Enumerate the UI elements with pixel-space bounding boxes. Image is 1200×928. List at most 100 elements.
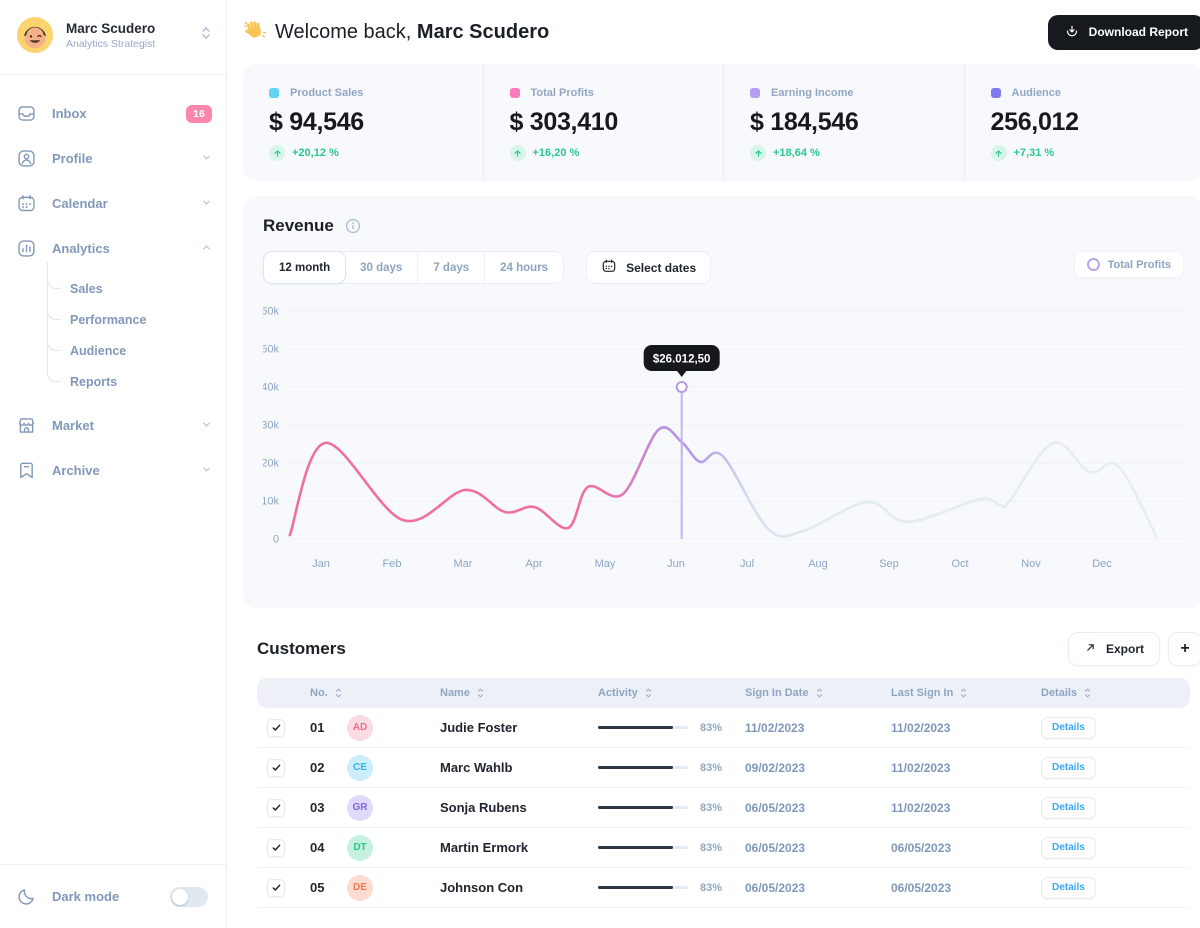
revenue-line-chart[interactable]: 0 10k 20k 30k 40k 50k 60k Jan Feb Mar Apr May Jun Jul… bbox=[261, 300, 1184, 585]
sign-in-date: 09/02/2023 bbox=[745, 760, 806, 775]
sidebar-item-analytics[interactable]: Analytics bbox=[16, 226, 212, 271]
table-body: 01 AD Judie Foster 83% 11/02/2023 11/02/… bbox=[257, 708, 1190, 908]
sidebar-nav: Inbox 16 Profile bbox=[0, 83, 226, 493]
sidebar-item-market[interactable]: Market bbox=[16, 403, 212, 448]
column-header-last-sign-in[interactable]: Last Sign In bbox=[889, 687, 1039, 699]
tab-24-hours[interactable]: 24 hours bbox=[500, 261, 549, 274]
stat-label: Total Profits bbox=[530, 87, 594, 99]
details-button[interactable]: Details bbox=[1041, 756, 1096, 779]
wave-icon bbox=[243, 18, 267, 47]
row-checkbox[interactable] bbox=[267, 718, 285, 737]
download-report-button[interactable]: Download Report bbox=[1047, 14, 1200, 50]
last-sign-in-date: 11/02/2023 bbox=[891, 720, 951, 735]
row-avatar: DE bbox=[347, 874, 373, 901]
inbox-badge: 16 bbox=[186, 104, 212, 123]
sidebar-item-archive[interactable]: Archive bbox=[16, 448, 212, 493]
tab-30-days[interactable]: 30 days bbox=[345, 252, 419, 283]
stat-dot bbox=[990, 88, 1001, 98]
row-checkbox[interactable] bbox=[267, 798, 285, 817]
row-name: Sonja Rubens bbox=[440, 800, 527, 815]
sidebar-item-reports[interactable]: Reports bbox=[47, 355, 212, 397]
tab-12-month[interactable]: 12 month bbox=[263, 251, 347, 284]
svg-text:Nov: Nov bbox=[1021, 558, 1041, 570]
table-row: 05 DE Johnson Con 83% 06/05/2023 06/05/2… bbox=[257, 868, 1190, 908]
column-header-no[interactable]: No. bbox=[301, 687, 347, 699]
last-sign-in-date: 11/02/2023 bbox=[891, 760, 951, 775]
profile-role: Analytics Strategist bbox=[66, 37, 156, 50]
export-button[interactable]: Export bbox=[1067, 632, 1160, 666]
table-row: 02 CE Marc Wahlb 83% 09/02/2023 11/02/20… bbox=[257, 748, 1190, 788]
divider bbox=[0, 74, 226, 75]
activity-percent: 83% bbox=[700, 761, 723, 774]
sort-icon bbox=[1083, 687, 1092, 699]
table-row: 03 GR Sonja Rubens 83% 06/05/2023 11/02/… bbox=[257, 788, 1190, 828]
sidebar-item-profile[interactable]: Profile bbox=[16, 136, 212, 181]
stat-dot bbox=[269, 88, 279, 98]
add-customer-button[interactable]: + bbox=[1168, 632, 1200, 666]
profile-card[interactable]: Marc Scudero Analytics Strategist bbox=[0, 0, 226, 68]
row-number: 04 bbox=[310, 840, 325, 855]
svg-text:Jul: Jul bbox=[740, 558, 754, 570]
column-header-sign-in-date[interactable]: Sign In Date bbox=[743, 687, 889, 699]
calendar-icon bbox=[601, 258, 617, 277]
details-button[interactable]: Details bbox=[1041, 716, 1096, 739]
sidebar-item-inbox[interactable]: Inbox 16 bbox=[16, 91, 212, 136]
arrow-up-icon bbox=[509, 145, 526, 161]
revenue-card: Revenue 12 month 30 days 7 days 24 hours bbox=[243, 196, 1200, 608]
row-avatar: GR bbox=[347, 794, 373, 821]
column-header-details[interactable]: Details bbox=[1039, 687, 1190, 699]
topbar: Welcome back, Marc Scudero Download Repo… bbox=[243, 0, 1200, 64]
row-name: Johnson Con bbox=[440, 880, 524, 895]
row-checkbox[interactable] bbox=[267, 878, 285, 897]
profile-name: Marc Scudero bbox=[66, 20, 156, 36]
analytics-subnav: Sales Performance Audience Reports bbox=[47, 262, 212, 397]
info-icon[interactable] bbox=[344, 217, 362, 235]
tab-7-days[interactable]: 7 days bbox=[418, 252, 486, 283]
svg-text:20k: 20k bbox=[263, 458, 279, 470]
row-number: 01 bbox=[310, 720, 325, 735]
last-sign-in-date: 06/05/2023 bbox=[891, 880, 952, 895]
chevron-up-icon bbox=[201, 240, 212, 258]
select-dates-button[interactable]: Select dates bbox=[586, 251, 712, 284]
stat-audience: Audience 256,012 +7,31 % bbox=[963, 64, 1200, 181]
row-checkbox[interactable] bbox=[267, 838, 285, 857]
chart-tooltip: $26.012,50 bbox=[643, 345, 720, 377]
details-button[interactable]: Details bbox=[1041, 876, 1096, 899]
download-icon bbox=[1064, 23, 1080, 42]
legend-total-profits[interactable]: Total Profits bbox=[1073, 251, 1184, 278]
activity-percent: 83% bbox=[700, 801, 723, 814]
column-header-activity[interactable]: Activity bbox=[589, 687, 743, 699]
sidebar-item-audience[interactable]: Audience bbox=[47, 324, 212, 370]
row-checkbox[interactable] bbox=[267, 758, 285, 777]
page-title: Welcome back, Marc Scudero bbox=[243, 18, 549, 47]
details-button[interactable]: Details bbox=[1041, 796, 1096, 819]
chevron-down-icon bbox=[201, 417, 212, 435]
activity-bar bbox=[598, 766, 688, 769]
row-name: Judie Foster bbox=[440, 720, 518, 735]
profile-expander-icon[interactable] bbox=[200, 25, 212, 46]
sort-icon bbox=[644, 687, 653, 699]
dark-mode-toggle[interactable] bbox=[170, 886, 208, 907]
activity-bar bbox=[598, 846, 688, 849]
sidebar-item-performance[interactable]: Performance bbox=[47, 293, 212, 339]
customers-section: Customers Export + No. Name bbox=[243, 618, 1200, 908]
svg-text:Oct: Oct bbox=[951, 558, 968, 570]
profile-icon bbox=[16, 148, 37, 169]
svg-text:$26.012,50: $26.012,50 bbox=[653, 354, 711, 366]
row-number: 03 bbox=[310, 800, 325, 815]
column-header-name[interactable]: Name bbox=[433, 687, 589, 699]
sort-icon bbox=[334, 687, 343, 699]
sidebar-item-label: Calendar bbox=[52, 196, 108, 211]
arrow-up-icon bbox=[750, 145, 766, 161]
svg-text:30k: 30k bbox=[263, 420, 279, 432]
row-avatar: AD bbox=[347, 714, 373, 741]
sidebar-item-sales[interactable]: Sales bbox=[47, 262, 212, 308]
details-button[interactable]: Details bbox=[1041, 836, 1096, 859]
row-name: Martin Ermork bbox=[440, 840, 529, 855]
svg-text:Jun: Jun bbox=[667, 558, 685, 570]
svg-text:Mar: Mar bbox=[454, 558, 473, 570]
sign-in-date: 11/02/2023 bbox=[745, 720, 805, 735]
sidebar-item-calendar[interactable]: Calendar bbox=[16, 181, 212, 226]
sign-in-date: 06/05/2023 bbox=[745, 840, 806, 855]
